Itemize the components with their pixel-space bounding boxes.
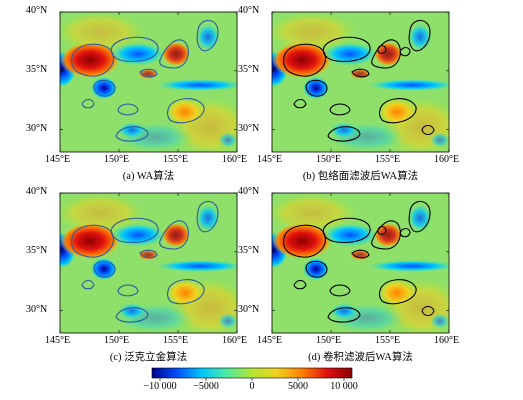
panel-c-contour bbox=[115, 307, 149, 323]
panel-d-y-tick: 35°N bbox=[238, 244, 260, 256]
panel-c-contour bbox=[166, 279, 205, 305]
panel-b-contour bbox=[408, 19, 431, 52]
panel-c-x-tick: 160°E bbox=[222, 335, 248, 346]
panel-d-contour bbox=[378, 279, 417, 305]
panel-a-contour bbox=[139, 68, 158, 78]
panel-b-contour bbox=[322, 36, 371, 63]
colorbar-tick-label: −10 000 bbox=[143, 381, 177, 392]
panel-a-contour bbox=[110, 36, 159, 63]
panel-d-y-tick: 40°N bbox=[238, 186, 260, 197]
colorbar-tick-label: −5000 bbox=[193, 381, 219, 392]
panel-c-y-tick: 40°N bbox=[26, 186, 48, 197]
panel-b-y-tick: 30°N bbox=[238, 122, 260, 134]
panel-a-x-tick: 155°E bbox=[163, 154, 189, 165]
panel-a-contour bbox=[115, 126, 149, 142]
panel-c-contour bbox=[159, 220, 189, 250]
colorbar-tick-label: 5000 bbox=[288, 381, 308, 392]
panel-c-contour bbox=[93, 260, 116, 278]
panel-d-contour bbox=[293, 279, 307, 290]
panel-d-contour bbox=[322, 217, 371, 244]
panel-b-contour bbox=[329, 103, 351, 116]
panel-d-contour bbox=[408, 200, 431, 233]
panel-c-contour bbox=[110, 217, 159, 244]
panel-a-contour bbox=[93, 79, 116, 97]
panel-a-contour bbox=[166, 98, 205, 124]
panel-b-caption: (b) 包络面滤波后WA算法 bbox=[302, 171, 419, 182]
panel-b-x-tick: 150°E bbox=[316, 154, 342, 165]
panel-d-contour bbox=[327, 307, 361, 323]
panel-b-frame bbox=[271, 11, 450, 153]
panel-c-x-tick: 155°E bbox=[163, 335, 189, 346]
panel-a-frame bbox=[59, 11, 238, 153]
panel-c-y-tick: 30°N bbox=[26, 303, 48, 315]
colorbar bbox=[151, 367, 353, 381]
panel-a-contour bbox=[159, 39, 189, 69]
panel-a-field bbox=[60, 12, 237, 152]
panel-b-contour bbox=[399, 46, 411, 57]
panel-d-contour bbox=[329, 284, 351, 297]
panel-a-x-tick: 160°E bbox=[222, 154, 248, 165]
colorbar-tick-label: 10 000 bbox=[330, 381, 358, 392]
panel-a-contour bbox=[71, 43, 114, 77]
panel-b-contour bbox=[421, 124, 435, 136]
panel-b-field bbox=[272, 12, 449, 152]
panel-b-contour bbox=[327, 126, 361, 142]
panel-b-y-tick: 40°N bbox=[238, 5, 260, 16]
panel-d-contour bbox=[377, 225, 387, 235]
panel-b-contour bbox=[371, 39, 401, 69]
panel-b-x-tick: 145°E bbox=[257, 154, 283, 165]
panel-c-contour bbox=[117, 284, 139, 297]
panel-d-contour bbox=[371, 220, 401, 250]
panel-d-y-tick: 30°N bbox=[238, 303, 260, 315]
panel-c-field bbox=[60, 193, 237, 333]
panel-d-contour bbox=[283, 224, 326, 258]
panel-a-y-tick: 30°N bbox=[26, 122, 48, 134]
panel-d-contour bbox=[399, 227, 411, 238]
panel-c-frame bbox=[59, 192, 238, 334]
colorbar-bar bbox=[151, 367, 353, 379]
panel-d-x-tick: 150°E bbox=[316, 335, 342, 346]
panel-c-contour bbox=[139, 249, 158, 259]
panel-c-x-tick: 145°E bbox=[45, 335, 71, 346]
panel-a-y-tick: 35°N bbox=[26, 63, 48, 75]
panel-c-contour bbox=[196, 200, 219, 233]
panel-a bbox=[59, 11, 238, 153]
panel-d-contour bbox=[305, 260, 328, 278]
panel-c-caption: (c) 泛克立金算法 bbox=[109, 352, 188, 363]
panel-d-x-tick: 145°E bbox=[257, 335, 283, 346]
panel-c bbox=[59, 192, 238, 334]
panel-c-contour bbox=[71, 224, 114, 258]
panel-a-contour bbox=[81, 98, 95, 109]
panel-a-x-tick: 145°E bbox=[45, 154, 71, 165]
panel-a-y-tick: 40°N bbox=[26, 5, 48, 16]
panel-d-x-tick: 160°E bbox=[434, 335, 460, 346]
panel-b bbox=[271, 11, 450, 153]
panel-c-contour bbox=[81, 279, 95, 290]
panel-b-y-tick: 35°N bbox=[238, 63, 260, 75]
colorbar-tick-label: 0 bbox=[249, 381, 255, 392]
panel-b-contour bbox=[283, 43, 326, 77]
panel-d-contour bbox=[421, 305, 435, 317]
panel-d-frame bbox=[271, 192, 450, 334]
panel-b-contour bbox=[378, 98, 417, 124]
panel-b-contour bbox=[377, 44, 387, 54]
panel-b-contour bbox=[305, 79, 328, 97]
panel-c-x-tick: 150°E bbox=[104, 335, 130, 346]
panel-d-contour bbox=[351, 249, 370, 259]
panel-b-contour bbox=[351, 68, 370, 78]
panel-d bbox=[271, 192, 450, 334]
panel-b-x-tick: 160°E bbox=[434, 154, 460, 165]
panel-d-field bbox=[272, 193, 449, 333]
panel-a-x-tick: 150°E bbox=[104, 154, 130, 165]
panel-c-y-tick: 35°N bbox=[26, 244, 48, 256]
panel-a-caption: (a) WA算法 bbox=[122, 171, 175, 182]
panel-a-contour bbox=[196, 19, 219, 52]
panel-d-x-tick: 155°E bbox=[375, 335, 401, 346]
panel-a-contour bbox=[117, 103, 139, 116]
panel-b-contour bbox=[293, 98, 307, 109]
panel-b-x-tick: 155°E bbox=[375, 154, 401, 165]
panel-d-caption: (d) 卷积滤波后WA算法 bbox=[308, 352, 413, 363]
